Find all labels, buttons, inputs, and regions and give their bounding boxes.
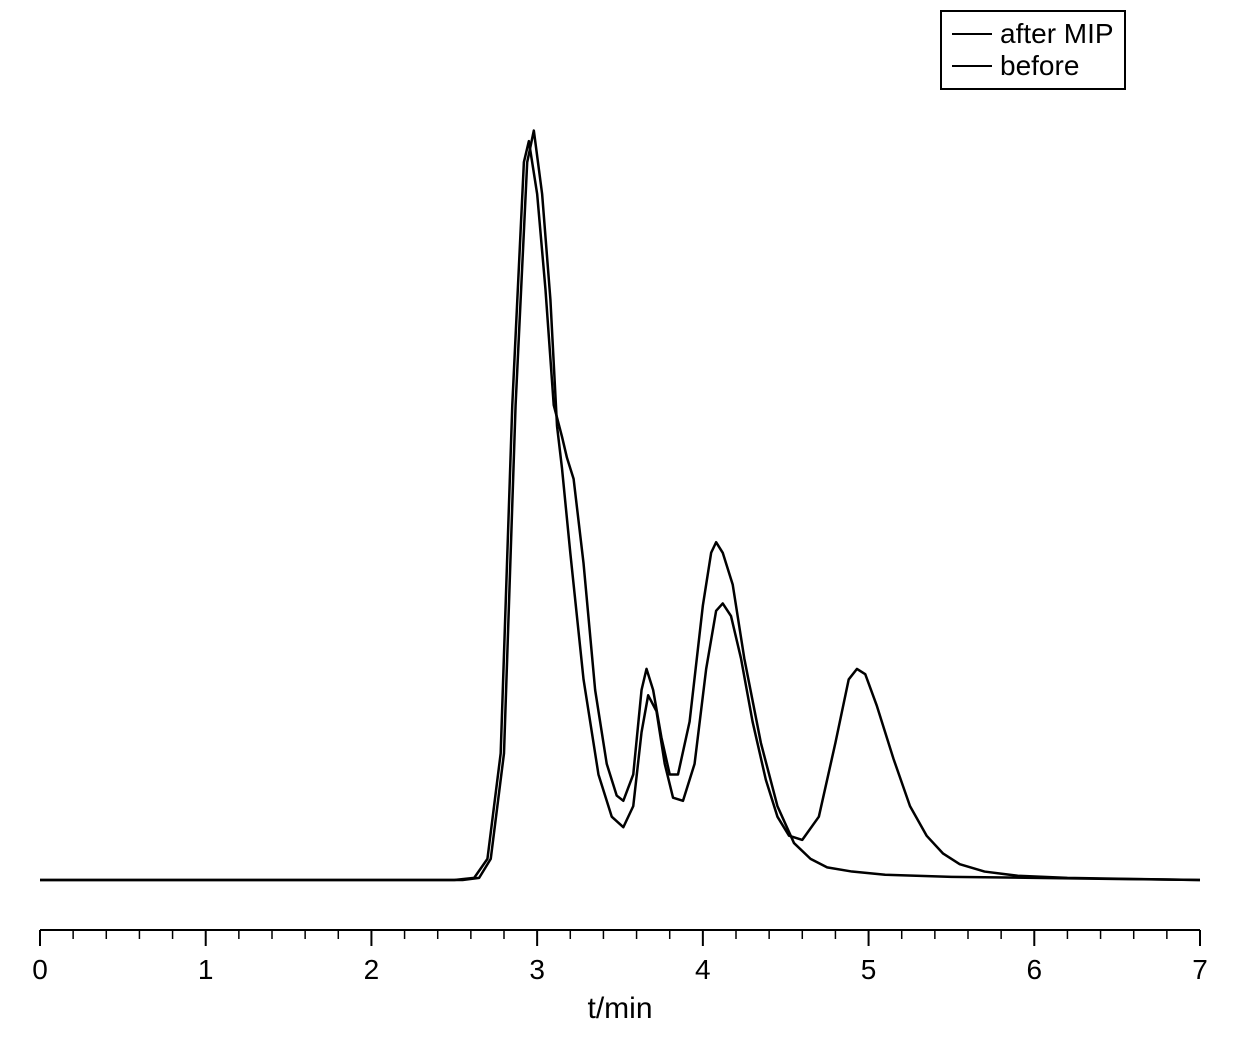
tick-label: 5	[861, 954, 877, 986]
tick-label: 0	[32, 954, 48, 986]
legend-item: before	[952, 50, 1114, 82]
tick-label: 4	[695, 954, 711, 986]
legend-line-icon	[952, 33, 992, 35]
x-axis-label: t/min	[587, 992, 652, 1026]
tick-label: 3	[529, 954, 545, 986]
legend: after MIPbefore	[940, 10, 1126, 90]
legend-label: after MIP	[1000, 18, 1114, 50]
tick-label: 7	[1192, 954, 1208, 986]
legend-line-icon	[952, 65, 992, 67]
chart-svg	[0, 0, 1240, 1064]
legend-item: after MIP	[952, 18, 1114, 50]
tick-label: 2	[364, 954, 380, 986]
legend-label: before	[1000, 50, 1079, 82]
tick-label: 6	[1026, 954, 1042, 986]
chart-container: after MIPbefore t/min 0 1 2 3 4 5 6 7	[0, 0, 1240, 1064]
series-line	[40, 131, 1200, 880]
tick-label: 1	[198, 954, 214, 986]
series-line	[40, 141, 1200, 880]
